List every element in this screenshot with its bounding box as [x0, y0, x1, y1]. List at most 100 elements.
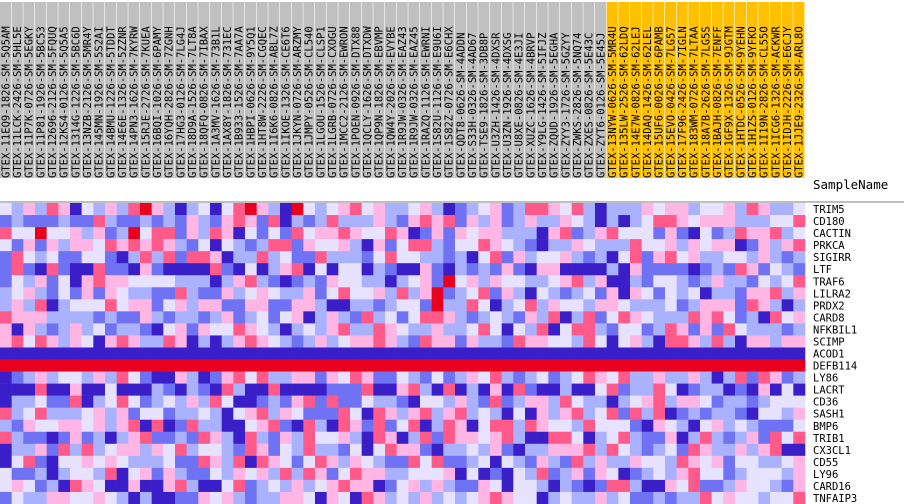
heatmap-cell — [11, 263, 24, 276]
row-label-nfkbil1: NFKBIL1 — [813, 324, 857, 336]
heatmap-cell — [513, 227, 526, 240]
heatmap-cell — [116, 335, 129, 348]
heatmap-cell — [630, 395, 642, 408]
heatmap-cell — [688, 479, 701, 493]
heatmap-cell — [595, 479, 607, 493]
heatmap-cell — [221, 419, 234, 433]
heatmap-cell — [23, 479, 36, 493]
heatmap-cell — [478, 311, 491, 324]
heatmap-cell — [676, 443, 689, 457]
heatmap-cell — [175, 479, 187, 493]
heatmap-cell — [175, 371, 187, 384]
heatmap-cell — [233, 383, 246, 396]
heatmap-cell — [478, 383, 491, 396]
heatmap-cell — [606, 227, 619, 240]
heatmap-cell — [186, 299, 199, 312]
heatmap-cell — [676, 287, 689, 300]
heatmap-cell — [653, 407, 666, 421]
heatmap-cell — [630, 275, 642, 288]
heatmap-cell — [163, 431, 176, 445]
heatmap-cell — [735, 263, 747, 276]
column-label-bg — [23, 2, 35, 178]
heatmap-cell — [676, 251, 689, 264]
heatmap-cell — [0, 275, 12, 288]
heatmap-cell — [81, 203, 94, 216]
heatmap-cell — [11, 287, 24, 300]
heatmap-cell — [606, 371, 619, 384]
heatmap-cell — [630, 431, 642, 445]
heatmap-cell — [478, 323, 491, 336]
heatmap-cell — [595, 275, 607, 288]
heatmap-cell — [35, 443, 47, 457]
heatmap-cell — [618, 431, 631, 445]
heatmap-cell — [641, 431, 654, 445]
heatmap-cell — [606, 323, 619, 336]
heatmap-cell — [770, 395, 782, 408]
heatmap-cell — [630, 467, 642, 481]
heatmap-cell — [70, 443, 82, 457]
heatmap-cell — [478, 251, 491, 264]
heatmap-cell — [116, 227, 129, 240]
heatmap-cell — [256, 347, 269, 360]
heatmap-cell — [455, 215, 467, 228]
heatmap-cell — [245, 251, 257, 264]
heatmap-cell — [93, 383, 106, 396]
heatmap-cell — [548, 359, 561, 372]
heatmap-cell — [81, 347, 94, 360]
heatmap-cell — [583, 203, 596, 216]
heatmap-cell — [326, 431, 339, 445]
heatmap-cell — [46, 251, 59, 264]
heatmap-cell — [595, 251, 607, 264]
heatmap-cell — [140, 431, 152, 445]
heatmap-cell — [303, 359, 316, 372]
column-label: GTEX-14E6E-1326-SM-5ZZNR — [117, 26, 129, 178]
heatmap-cell — [303, 251, 316, 264]
heatmap-cell — [548, 299, 561, 312]
heatmap-cell — [700, 443, 712, 457]
heatmap-cell — [513, 323, 526, 336]
heatmap-cell — [385, 311, 397, 324]
heatmap-cell — [525, 407, 537, 421]
column-label-bg — [700, 2, 712, 178]
heatmap-cell — [513, 467, 526, 481]
heatmap-cell — [361, 467, 374, 481]
heatmap-cell — [70, 479, 82, 493]
heatmap-cell — [221, 323, 234, 336]
heatmap-cell — [385, 443, 397, 457]
heatmap-cell — [93, 407, 106, 421]
heatmap-cell — [116, 383, 129, 396]
heatmap-cell — [606, 203, 619, 216]
heatmap-cell — [746, 467, 759, 481]
heatmap-cell — [116, 299, 129, 312]
heatmap-cell — [770, 263, 782, 276]
heatmap-cell — [548, 491, 561, 504]
heatmap-cell — [665, 239, 677, 252]
heatmap-cell — [198, 227, 211, 240]
heatmap-cell — [455, 299, 467, 312]
heatmap-cell — [711, 419, 724, 433]
heatmap-cell — [256, 287, 269, 300]
column-label-bg — [140, 2, 152, 178]
heatmap-cell — [501, 443, 514, 457]
heatmap-cell — [630, 335, 642, 348]
heatmap-cell — [58, 251, 71, 264]
heatmap-cell — [560, 203, 572, 216]
heatmap-cell — [373, 443, 386, 457]
heatmap-cell — [653, 323, 666, 336]
heatmap-cell — [105, 299, 117, 312]
heatmap-cell — [723, 347, 736, 360]
heatmap-cell — [478, 215, 491, 228]
heatmap-cell — [175, 239, 187, 252]
heatmap-cell — [525, 359, 537, 372]
column-label-bg — [525, 2, 537, 178]
heatmap-cell — [501, 335, 514, 348]
heatmap-cell — [105, 215, 117, 228]
heatmap-cell — [770, 251, 782, 264]
heatmap-cell — [606, 395, 619, 408]
heatmap-cell — [291, 467, 304, 481]
heatmap-cell — [233, 335, 246, 348]
heatmap-cell — [723, 443, 736, 457]
heatmap-cell — [46, 371, 59, 384]
heatmap-cell — [198, 383, 211, 396]
heatmap-cell — [373, 407, 386, 421]
